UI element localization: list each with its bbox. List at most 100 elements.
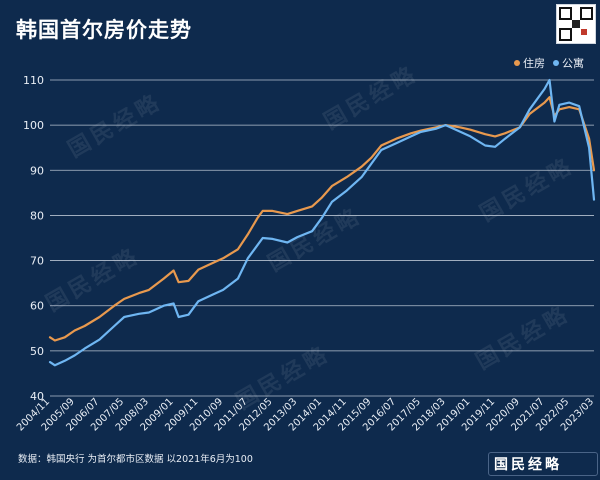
y-tick-label: 40 xyxy=(30,390,44,403)
data-point-apartment xyxy=(286,241,288,244)
data-point-apartment xyxy=(504,138,506,140)
data-point-apartment xyxy=(74,354,76,356)
data-point-apartment xyxy=(558,104,561,106)
data-point-house xyxy=(54,339,56,342)
data-point-apartment xyxy=(469,135,471,137)
data-point-apartment xyxy=(459,131,462,133)
data-point-house xyxy=(74,329,76,332)
data-point-apartment xyxy=(321,217,323,219)
data-point-house xyxy=(178,281,180,283)
chart-title: 韩国首尔房价走势 xyxy=(16,18,192,42)
data-point-apartment xyxy=(519,126,521,128)
data-point-house xyxy=(548,96,551,98)
data-point-house xyxy=(257,217,259,219)
y-tick-label: 70 xyxy=(30,255,44,268)
data-point-house xyxy=(247,233,249,235)
data-point-apartment xyxy=(346,190,348,192)
brand-logo: 国民经略 xyxy=(494,457,562,473)
data-point-apartment xyxy=(271,238,274,240)
data-point-house xyxy=(543,102,546,104)
data-point-house xyxy=(380,144,382,147)
data-point-apartment xyxy=(54,364,56,366)
data-point-apartment xyxy=(84,348,86,350)
data-point-apartment xyxy=(163,305,165,307)
data-point-house xyxy=(271,210,274,212)
data-point-house xyxy=(361,166,363,168)
data-point-apartment xyxy=(331,201,333,203)
legend-item-house: 住房 xyxy=(514,55,545,71)
data-point-apartment xyxy=(311,230,313,232)
data-point-apartment xyxy=(178,316,180,318)
y-tick-label: 110 xyxy=(23,74,44,87)
data-point-house xyxy=(410,132,412,134)
data-point-apartment xyxy=(395,142,397,144)
qr-code[interactable] xyxy=(556,4,596,44)
data-point-apartment xyxy=(296,236,298,238)
chart-legend: 住房 公寓 xyxy=(514,55,584,71)
data-point-house xyxy=(588,138,590,140)
data-point-house xyxy=(113,305,115,307)
data-point-house xyxy=(395,138,397,140)
data-point-house xyxy=(138,292,140,294)
y-tick-label: 60 xyxy=(30,300,44,313)
data-point-apartment xyxy=(64,360,66,362)
data-point-house xyxy=(311,205,313,207)
data-point-house xyxy=(49,336,51,338)
series-line-apartment xyxy=(48,78,596,367)
data-point-apartment xyxy=(543,88,546,90)
data-point-apartment xyxy=(588,147,590,149)
data-point-apartment xyxy=(445,124,447,126)
data-point-apartment xyxy=(593,199,595,201)
data-point-house xyxy=(346,176,348,178)
data-point-apartment xyxy=(173,302,175,305)
data-point-house xyxy=(286,213,288,215)
data-point-house xyxy=(222,257,224,259)
data-point-apartment xyxy=(380,149,382,151)
data-point-apartment xyxy=(98,339,101,341)
data-point-house xyxy=(494,135,496,137)
data-point-house xyxy=(568,106,570,108)
data-point-apartment xyxy=(484,144,486,147)
data-point-apartment xyxy=(262,237,264,239)
data-point-house xyxy=(484,133,486,135)
data-point-house xyxy=(529,113,531,115)
data-point-house xyxy=(262,210,264,212)
y-tick-label: 50 xyxy=(30,345,44,358)
data-point-apartment xyxy=(197,300,199,302)
data-point-house xyxy=(187,280,190,282)
data-point-house xyxy=(459,126,462,128)
legend-swatch-house xyxy=(514,60,520,66)
data-point-house xyxy=(237,248,239,250)
data-point-apartment xyxy=(568,102,570,104)
data-point-apartment xyxy=(113,325,115,327)
y-tick-label: 100 xyxy=(23,119,44,132)
data-point-apartment xyxy=(123,316,125,318)
data-point-apartment xyxy=(247,257,249,259)
data-point-apartment xyxy=(148,311,150,314)
data-point-house xyxy=(163,278,165,280)
data-point-house xyxy=(98,316,101,318)
data-point-house xyxy=(321,196,323,198)
data-point-house xyxy=(370,157,373,159)
data-point-apartment xyxy=(410,135,412,137)
data-point-apartment xyxy=(420,131,422,133)
data-point-house xyxy=(504,132,506,134)
source-note: 数据：韩国央行 为首尔都市区数据 以2021年6月为100 xyxy=(18,454,253,465)
data-point-apartment xyxy=(237,278,239,280)
data-point-apartment xyxy=(529,108,531,110)
data-point-house xyxy=(593,169,595,171)
data-point-apartment xyxy=(222,289,224,291)
data-point-apartment xyxy=(257,244,259,246)
legend-swatch-apartment xyxy=(553,60,559,66)
data-point-apartment xyxy=(370,162,373,165)
y-tick-label: 90 xyxy=(30,164,44,177)
data-point-house xyxy=(469,129,471,131)
data-point-apartment xyxy=(212,293,214,295)
y-tick-label: 80 xyxy=(30,209,44,222)
data-point-house xyxy=(84,325,86,327)
data-point-house xyxy=(331,185,333,187)
brand-box xyxy=(488,452,598,476)
data-point-apartment xyxy=(361,176,363,178)
data-point-house xyxy=(123,298,125,300)
